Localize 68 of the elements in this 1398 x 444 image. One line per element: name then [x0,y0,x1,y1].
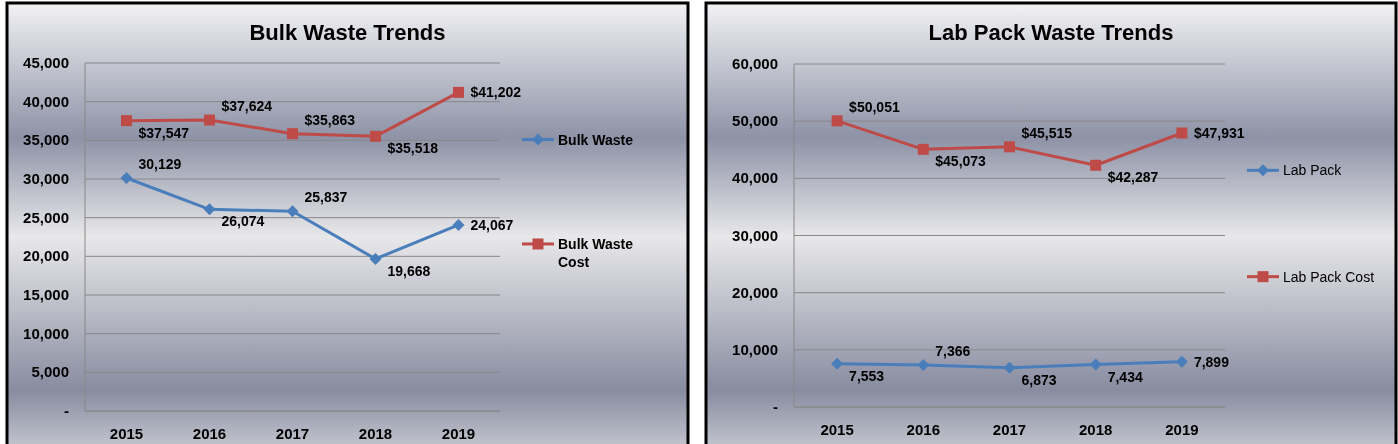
y-tick-label: 25,000 [23,208,69,226]
data-label: 6,873 [1021,371,1057,388]
data-label: $41,202 [470,84,522,101]
data-label: $42,287 [1107,169,1159,186]
x-tick-label: 2016 [906,421,940,438]
data-label: 19,668 [387,262,431,279]
y-tick-label: 10,000 [23,324,69,342]
data-label: $45,073 [935,153,987,170]
data-label: 24,067 [470,216,514,233]
y-tick-label: 30,000 [23,170,69,187]
x-tick-label: 2018 [358,425,393,442]
y-tick-label: 60,000 [732,55,778,72]
data-label: $37,624 [221,98,273,115]
data-label: 7,899 [1193,353,1230,370]
data-label: 26,074 [221,213,265,230]
data-label: $45,515 [1021,124,1073,141]
y-tick-label: 5,000 [31,363,69,381]
point [452,218,465,231]
data-label: 7,434 [1107,368,1143,385]
x-tick-label: 2019 [441,425,476,442]
point [917,143,929,155]
point [453,86,464,98]
y-tick-label: - [64,402,69,419]
x-tick-label: 2018 [1079,421,1113,438]
point [1176,127,1188,139]
data-label: $47,931 [1193,124,1245,141]
x-tick-label: 2016 [192,425,227,442]
chart-title: Lab Pack Waste Trends [928,20,1174,45]
x-tick-label: 2017 [992,421,1027,438]
x-tick-label: 2017 [275,425,310,442]
legend-label: Bulk Waste [558,131,634,148]
data-label: 7,366 [935,342,971,359]
legend-label: Bulk Waste Cost [558,235,634,270]
data-label: $37,547 [138,124,190,141]
y-tick-label: 50,000 [732,112,778,130]
data-label: 7,553 [849,367,885,384]
x-tick-label: 2015 [109,425,144,442]
point [369,252,382,265]
point [1090,159,1102,171]
chart-title: Bulk Waste Trends [249,20,446,45]
data-label: $35,863 [304,111,356,128]
y-tick-label: 40,000 [732,169,778,187]
x-tick-label: 2015 [820,421,854,438]
data-label: 30,129 [138,156,182,172]
point [1004,141,1015,153]
y-tick-label: - [773,398,778,415]
point [121,115,132,127]
y-tick-label: 30,000 [732,226,778,244]
y-tick-label: 35,000 [23,131,69,149]
y-tick-label: 15,000 [23,286,69,303]
point [120,172,133,184]
point [370,130,381,142]
legend-label: Lab Pack [1283,162,1343,179]
data-label: 25,837 [304,189,348,206]
y-tick-label: 40,000 [23,92,69,110]
legend-label: Lab Pack Cost [1283,268,1375,285]
data-label: $35,518 [387,140,439,157]
point [1089,358,1102,371]
y-tick-label: 20,000 [732,283,778,301]
x-tick-label: 2019 [1165,421,1199,438]
y-tick-label: 45,000 [23,54,69,71]
point [287,128,298,140]
y-tick-label: 20,000 [23,247,69,265]
point [204,114,215,126]
y-tick-label: 10,000 [732,340,778,358]
point [831,115,843,127]
data-label: $50,051 [849,98,900,115]
point [286,205,299,218]
